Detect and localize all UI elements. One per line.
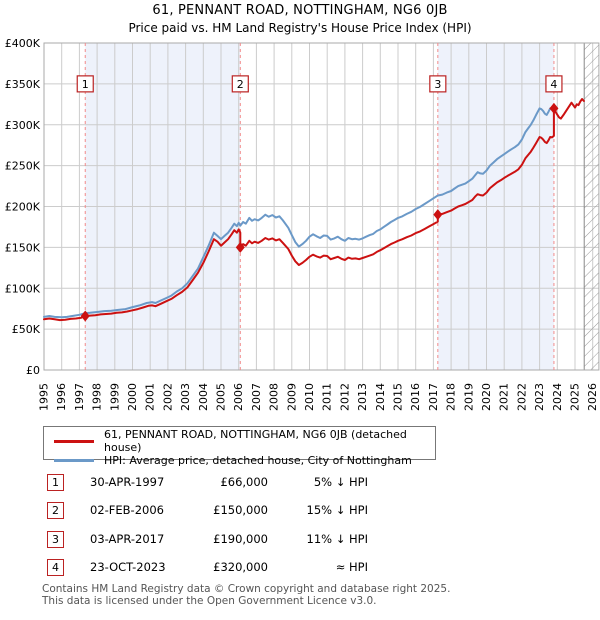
y-axis-label: £50K <box>12 323 41 336</box>
red-line-swatch <box>54 439 94 443</box>
x-axis-label: 1999 <box>108 383 121 411</box>
transaction-price: £66,000 <box>220 475 268 489</box>
plot-border <box>43 42 600 371</box>
sale-marker <box>80 310 90 322</box>
chart-title: 61, PENNANT ROAD, NOTTINGHAM, NG6 0JB <box>152 3 448 18</box>
chart-subtitle: Price paid vs. HM Land Registry's House … <box>128 21 472 35</box>
x-axis-label: 2001 <box>144 383 157 411</box>
row-number-badge: 2 <box>47 502 64 519</box>
x-axis-label: 1997 <box>73 383 86 411</box>
x-axis-label: 2020 <box>480 383 493 411</box>
x-axis-label: 2002 <box>161 383 174 411</box>
y-axis-label: £100K <box>5 282 41 295</box>
transaction-date: 02-FEB-2006 <box>90 503 164 517</box>
row-number-badge: 4 <box>47 559 64 576</box>
legend-label-hpi: HPI: Average price, detached house, City… <box>104 454 412 467</box>
x-axis-label: 2021 <box>498 383 511 411</box>
footer-line-2: This data is licensed under the Open Gov… <box>42 594 377 607</box>
x-axis-label: 2011 <box>321 383 334 411</box>
x-axis-label: 2025 <box>569 383 582 411</box>
marker-number-box <box>545 75 563 93</box>
transaction-hpi-delta: 5% ↓ HPI <box>313 475 368 489</box>
transaction-price: £150,000 <box>213 503 268 517</box>
license-footer: Contains HM Land Registry data © Crown c… <box>42 583 598 607</box>
x-axis-label: 2000 <box>126 383 139 411</box>
table-row: 4 23-OCT-2023 £320,000 ≈ HPI <box>0 559 600 576</box>
y-axis-label: £200K <box>5 201 41 214</box>
x-axis-label: 2006 <box>232 383 245 411</box>
sale-marker <box>235 241 245 253</box>
series-line <box>43 105 555 319</box>
transaction-date: 23-OCT-2023 <box>90 560 166 574</box>
future-region <box>584 43 599 370</box>
x-axis-label: 1995 <box>38 383 51 411</box>
transaction-hpi-delta: 11% ↓ HPI <box>306 532 368 546</box>
x-axis-label: 2015 <box>392 383 405 411</box>
x-axis-label: 2026 <box>586 383 599 411</box>
x-axis-label: 2016 <box>409 383 422 411</box>
x-axis-label: 2008 <box>268 383 281 411</box>
y-axis-label: £350K <box>5 78 41 91</box>
x-axis-label: 1998 <box>91 383 104 411</box>
legend-item-property: 61, PENNANT ROAD, NOTTINGHAM, NG6 0JB (d… <box>44 428 435 454</box>
legend-item-hpi: HPI: Average price, detached house, City… <box>44 454 435 467</box>
marker-number-box <box>76 75 94 93</box>
x-axis-label: 2018 <box>445 383 458 411</box>
marker-number-box <box>429 75 447 93</box>
legend-label-property: 61, PENNANT ROAD, NOTTINGHAM, NG6 0JB (d… <box>104 428 407 454</box>
x-axis-label: 2004 <box>197 383 210 411</box>
x-axis-label: 2013 <box>356 383 369 411</box>
x-axis-label: 2014 <box>374 383 387 411</box>
footer-line-1: Contains HM Land Registry data © Crown c… <box>42 583 451 595</box>
series-line <box>43 98 585 322</box>
x-axis-label: 2017 <box>427 383 440 411</box>
x-axis-label: 2012 <box>338 383 351 411</box>
row-number-badge: 3 <box>47 531 64 548</box>
x-axis-label: 2003 <box>179 383 192 411</box>
sale-marker <box>549 102 559 114</box>
x-axis-label: 1996 <box>55 383 68 411</box>
y-axis-label: £300K <box>5 119 41 132</box>
transaction-date: 30-APR-1997 <box>90 475 165 489</box>
x-axis-label: 2023 <box>533 383 546 411</box>
transaction-date: 03-APR-2017 <box>90 532 165 546</box>
transaction-hpi-delta: 15% ↓ HPI <box>306 503 368 517</box>
x-axis-label: 2019 <box>462 383 475 411</box>
marker-number: 1 <box>82 78 89 91</box>
x-axis-label: 2022 <box>515 383 528 411</box>
table-row: 3 03-APR-2017 £190,000 11% ↓ HPI <box>0 531 600 548</box>
x-axis-label: 2007 <box>250 383 263 411</box>
table-row: 1 30-APR-1997 £66,000 5% ↓ HPI <box>0 474 600 491</box>
marker-number: 4 <box>550 78 557 91</box>
blue-line-swatch <box>54 459 94 462</box>
transaction-hpi-delta: ≈ HPI <box>335 560 368 574</box>
y-axis-label: £0 <box>26 364 40 377</box>
y-axis-label: £400K <box>5 37 41 50</box>
x-axis-label: 2005 <box>215 383 228 411</box>
x-axis-label: 2009 <box>285 383 298 411</box>
price-history-chart: 1 2 3 4 £0 £50K £100K £150K £200K £250K £300K £350K… <box>5 37 600 411</box>
transaction-price: £190,000 <box>213 532 268 546</box>
marker-number: 3 <box>434 78 441 91</box>
x-axis-label: 2024 <box>551 383 564 411</box>
y-axis-label: £150K <box>5 241 41 254</box>
marker-number: 2 <box>237 78 244 91</box>
x-axis-label: 2010 <box>303 383 316 411</box>
transaction-price: £320,000 <box>213 560 268 574</box>
marker-number-box <box>231 75 249 93</box>
table-row: 2 02-FEB-2006 £150,000 15% ↓ HPI <box>0 502 600 519</box>
sale-marker <box>433 209 443 221</box>
y-axis-label: £250K <box>5 160 41 173</box>
row-number-badge: 1 <box>47 474 64 491</box>
chart-legend: 61, PENNANT ROAD, NOTTINGHAM, NG6 0JB (d… <box>43 426 436 467</box>
